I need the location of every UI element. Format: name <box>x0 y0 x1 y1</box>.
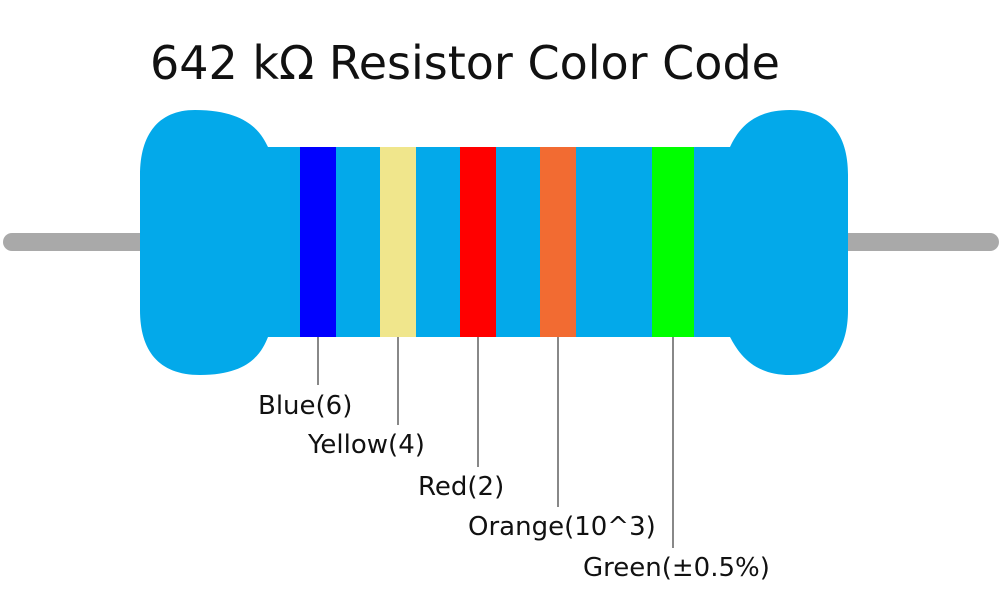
bands: Blue(6) Yellow(4) Red(2) Orange(10^3) Green(… <box>258 147 770 583</box>
color-band <box>380 147 416 337</box>
color-band <box>652 147 694 337</box>
title: 642 kΩ Resistor Color Code <box>150 36 780 90</box>
color-band <box>540 147 576 337</box>
band-label: Orange(10^3) <box>468 512 656 542</box>
color-band <box>460 147 496 337</box>
band-label: Red(2) <box>418 472 504 502</box>
band-label: Green(±0.5%) <box>583 553 770 583</box>
band-label: Yellow(4) <box>307 430 425 460</box>
band-label: Blue(6) <box>258 391 352 421</box>
color-band <box>300 147 336 337</box>
